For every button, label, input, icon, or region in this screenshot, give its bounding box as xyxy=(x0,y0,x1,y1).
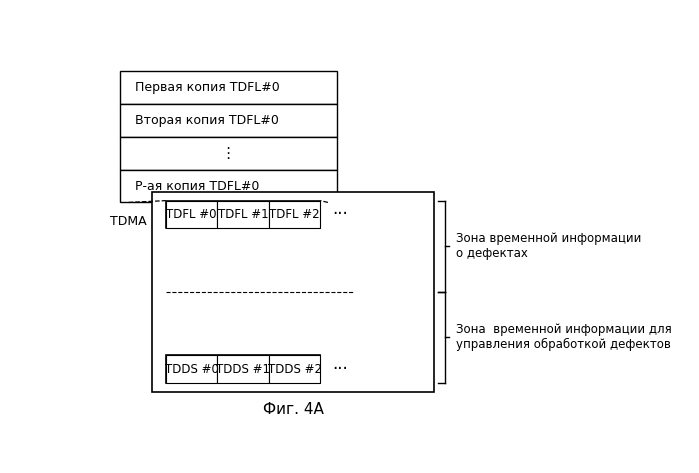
Bar xyxy=(152,192,434,392)
Text: ···: ··· xyxy=(332,205,348,223)
Text: Первая копия TDFL#0: Первая копия TDFL#0 xyxy=(135,81,280,94)
Text: TDFL #0: TDFL #0 xyxy=(166,208,217,221)
Text: TDFL #2: TDFL #2 xyxy=(269,208,320,221)
Bar xyxy=(166,201,320,228)
Bar xyxy=(120,137,337,170)
Bar xyxy=(269,201,320,228)
Text: Вторая копия TDFL#0: Вторая копия TDFL#0 xyxy=(135,114,279,127)
Bar xyxy=(120,170,337,202)
Bar xyxy=(217,355,269,383)
Text: TDDS #1: TDDS #1 xyxy=(216,363,270,376)
Text: TDFL #1: TDFL #1 xyxy=(218,208,268,221)
Text: Фиг. 4А: Фиг. 4А xyxy=(263,403,324,417)
Bar xyxy=(120,104,337,137)
Text: Зона  временной информации для
управления обработкой дефектов: Зона временной информации для управления… xyxy=(456,323,672,351)
Text: TDDS #2: TDDS #2 xyxy=(268,363,322,376)
Text: TDMA: TDMA xyxy=(110,215,147,228)
Bar xyxy=(166,201,217,228)
Text: ⋮: ⋮ xyxy=(221,146,236,161)
Text: Р-ая копия TDFL#0: Р-ая копия TDFL#0 xyxy=(135,180,259,193)
Text: ···: ··· xyxy=(332,360,348,378)
Bar xyxy=(166,355,217,383)
Bar xyxy=(217,201,269,228)
Text: Зона временной информации
о дефектах: Зона временной информации о дефектах xyxy=(456,232,641,260)
Bar xyxy=(120,71,337,104)
Bar xyxy=(166,355,320,383)
Bar xyxy=(269,355,320,383)
Text: TDDS #0: TDDS #0 xyxy=(165,363,219,376)
